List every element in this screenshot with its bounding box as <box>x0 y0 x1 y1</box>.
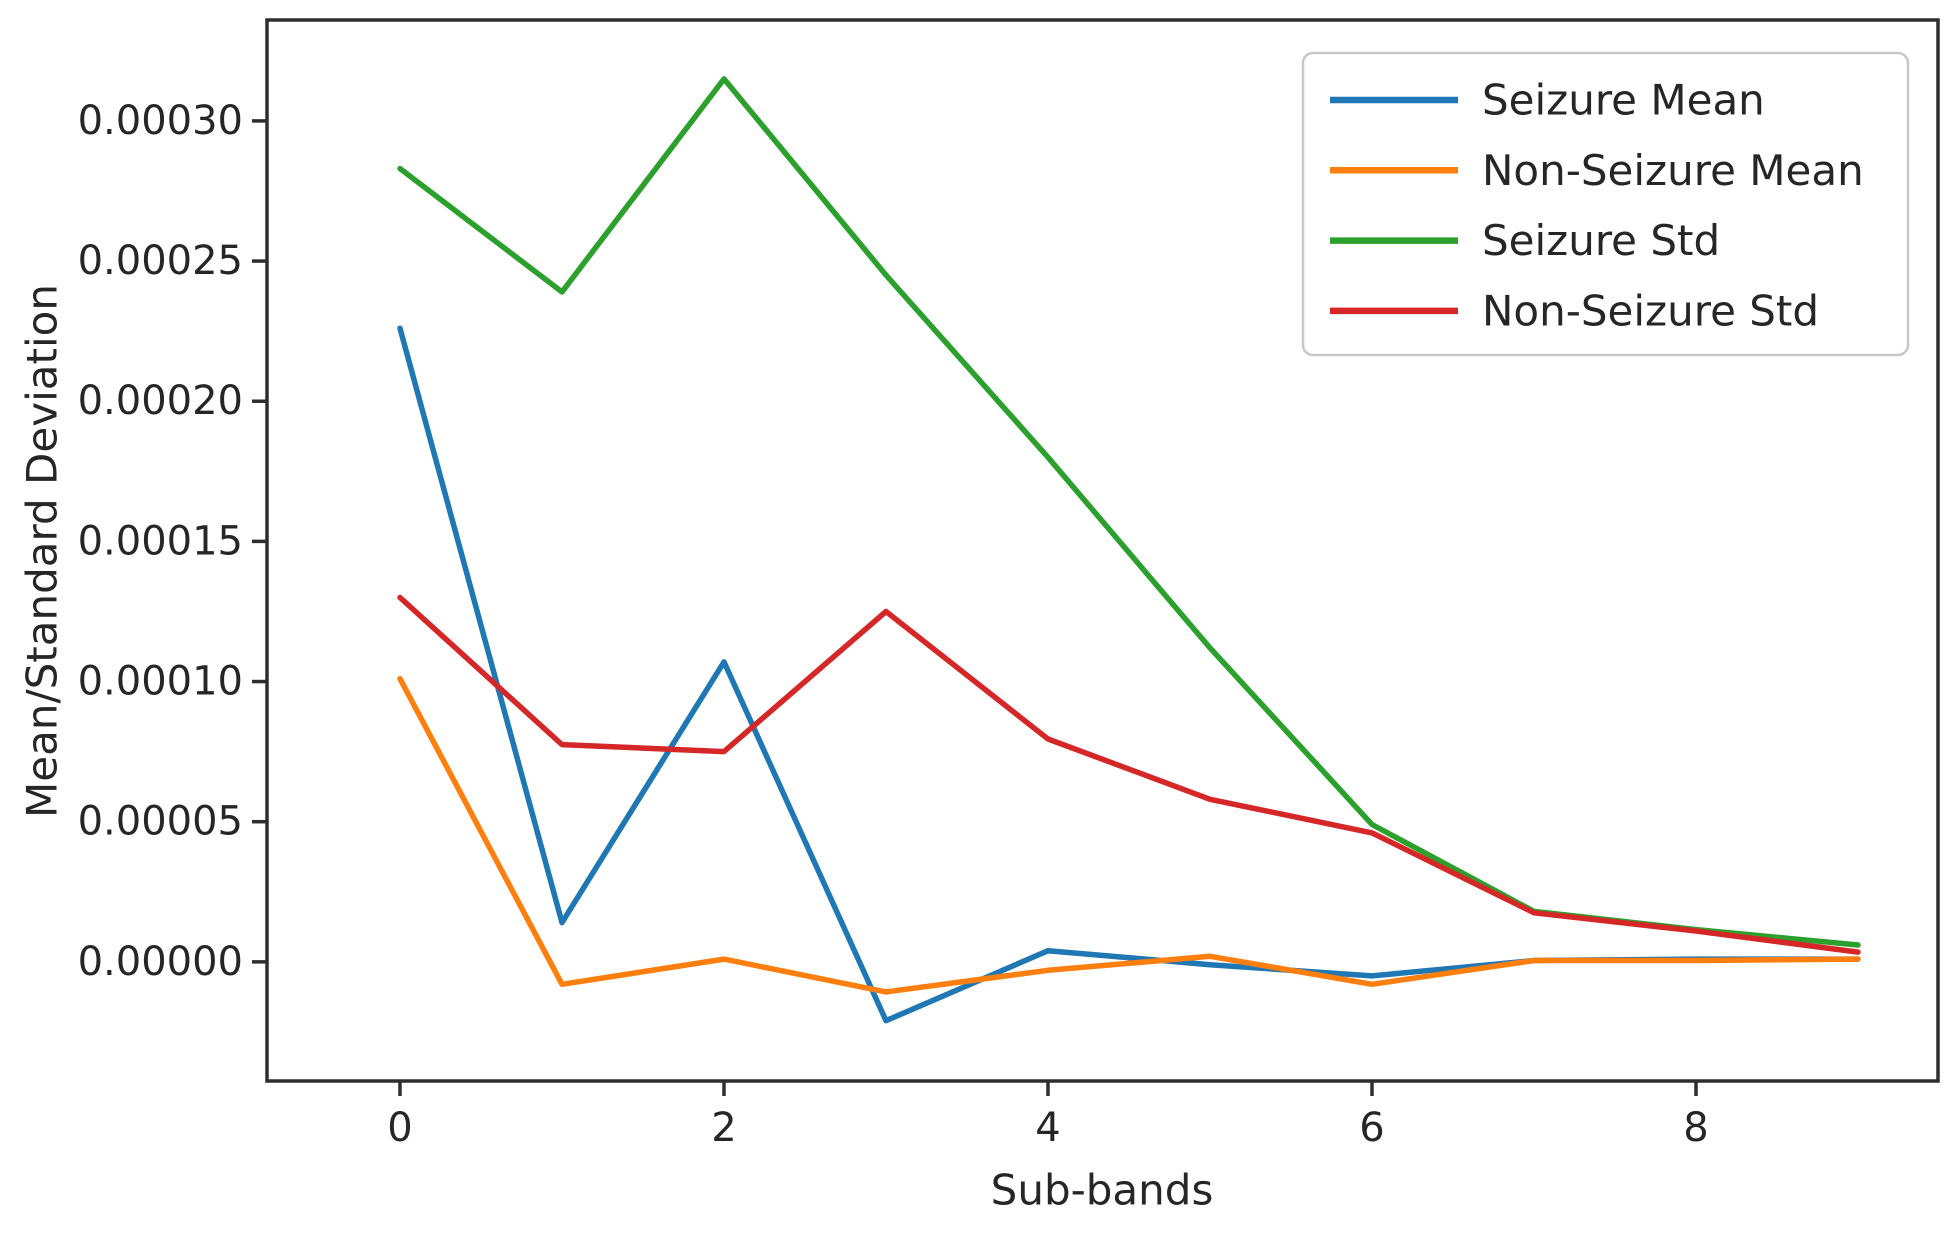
y-tick-label: 0.00030 <box>78 98 243 144</box>
x-tick-label: 4 <box>1035 1105 1060 1151</box>
legend-box <box>1301 51 1910 357</box>
y-tick-label: 0.00020 <box>78 378 243 424</box>
y-tick-label: 0.00010 <box>78 659 243 705</box>
legend-label-non-seizure-mean: Non-Seizure Mean <box>1482 146 1864 195</box>
x-axis-label: Sub-bands <box>990 1165 1214 1215</box>
series-line-seizure-mean <box>397 325 1861 1024</box>
y-tick-label: 0.00000 <box>78 939 243 985</box>
legend-label-seizure-mean: Seizure Mean <box>1482 76 1765 125</box>
legend-label-non-seizure-std: Non-Seizure Std <box>1482 286 1819 335</box>
y-axis-label: Mean/Standard Deviation <box>17 284 67 818</box>
series-line-non-seizure-std <box>397 594 1861 955</box>
series-line-non-seizure-mean <box>397 675 1861 995</box>
x-tick-label: 2 <box>711 1105 736 1151</box>
y-tick-label: 0.00005 <box>78 799 243 845</box>
x-tick-label: 6 <box>1359 1105 1384 1151</box>
plot-frame <box>265 18 1940 1083</box>
x-tick-label: 0 <box>387 1105 412 1151</box>
x-tick-label: 8 <box>1683 1105 1708 1151</box>
y-tick-label: 0.00015 <box>78 518 243 564</box>
legend-label-seizure-std: Seizure Std <box>1482 216 1720 265</box>
y-tick-label: 0.00025 <box>78 238 243 284</box>
